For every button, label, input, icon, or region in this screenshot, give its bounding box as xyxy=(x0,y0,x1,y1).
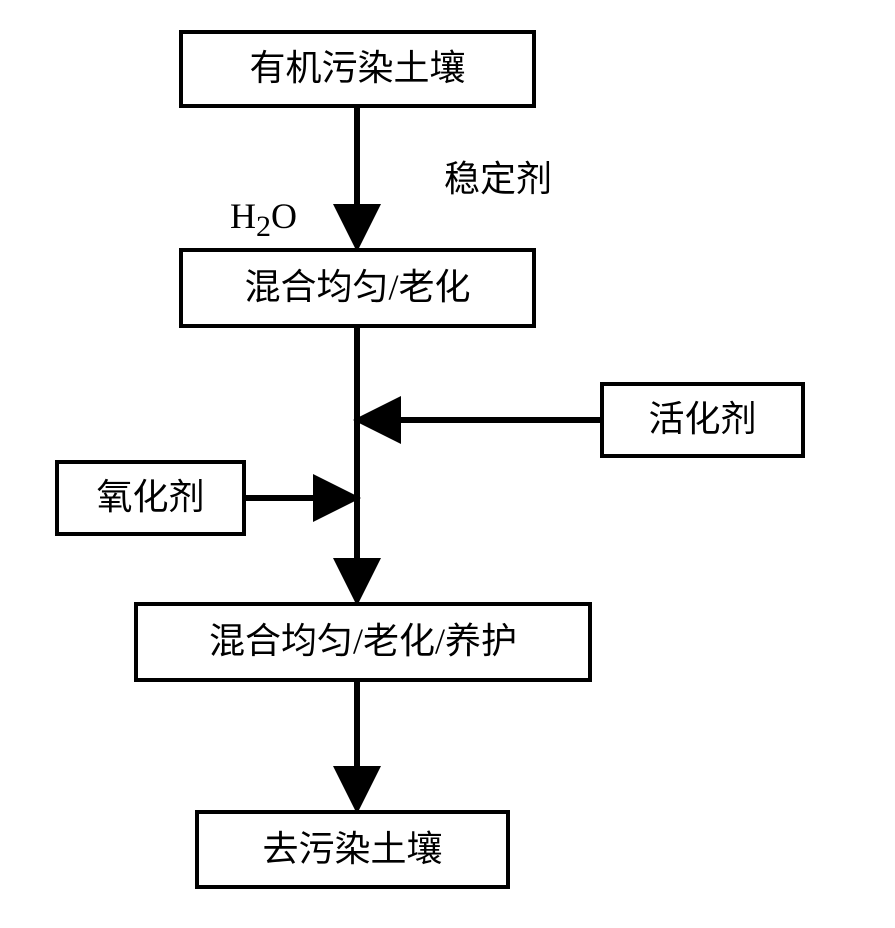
node-label: 去污染土壤 xyxy=(262,828,442,871)
label-stabilizer: 稳定剂 xyxy=(444,150,552,202)
node-activator: 活化剂 xyxy=(600,382,805,458)
node-clean-soil: 去污染土壤 xyxy=(195,810,510,889)
node-oxidizer: 氧化剂 xyxy=(55,460,246,536)
node-mix-age-cure: 混合均匀/老化/养护 xyxy=(134,602,592,682)
label-text: H2O xyxy=(230,196,297,236)
node-organic-soil: 有机污染土壤 xyxy=(179,30,536,108)
node-label: 氧化剂 xyxy=(96,476,204,519)
node-mix-age: 混合均匀/老化 xyxy=(179,248,536,328)
node-label: 混合均匀/老化 xyxy=(244,266,470,309)
node-label: 混合均匀/老化/养护 xyxy=(209,620,517,663)
label-text: 稳定剂 xyxy=(444,159,552,199)
node-label: 有机污染土壤 xyxy=(249,47,465,90)
node-label: 活化剂 xyxy=(648,398,756,441)
label-h2o: H2O xyxy=(230,195,297,244)
